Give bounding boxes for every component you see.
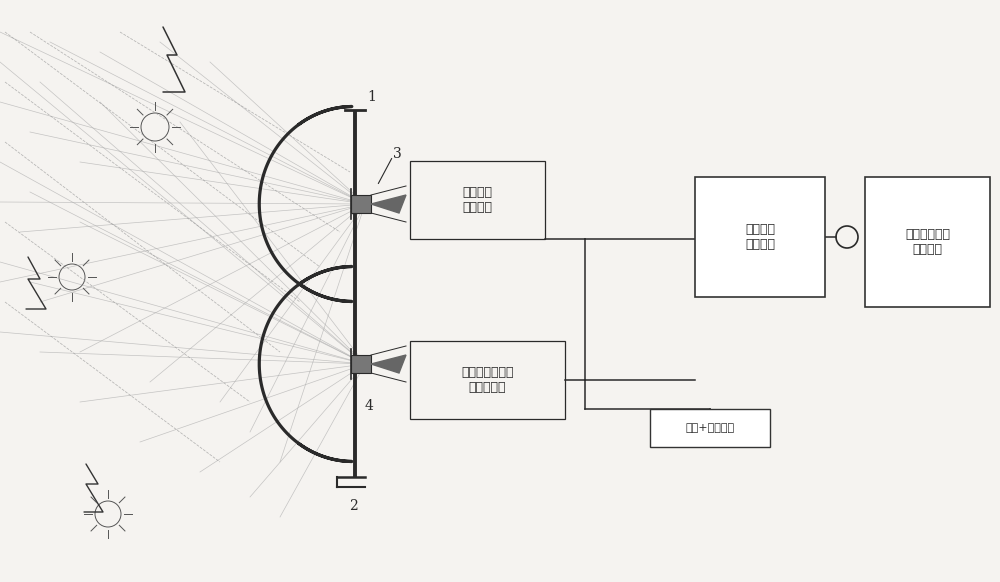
Bar xyxy=(351,355,371,373)
Text: 1: 1 xyxy=(367,90,376,104)
Text: 2: 2 xyxy=(349,499,357,513)
Polygon shape xyxy=(371,195,406,213)
Text: 散射日光
采集信号: 散射日光 采集信号 xyxy=(462,186,492,214)
Text: 设置+基准信号: 设置+基准信号 xyxy=(685,423,735,433)
Text: 故障电弧探测
信号输出: 故障电弧探测 信号输出 xyxy=(905,228,950,256)
Bar xyxy=(650,409,770,447)
Bar xyxy=(695,177,825,297)
Text: 信号拓扑
处理模块: 信号拓扑 处理模块 xyxy=(745,223,775,251)
Bar xyxy=(410,161,545,239)
Bar xyxy=(351,195,371,213)
Bar xyxy=(410,341,565,419)
Bar xyxy=(865,177,990,307)
Text: 3: 3 xyxy=(393,147,402,161)
Polygon shape xyxy=(371,355,406,373)
Text: 电弧光及散射日
光采集信号: 电弧光及散射日 光采集信号 xyxy=(461,366,514,394)
Text: 4: 4 xyxy=(365,399,374,413)
